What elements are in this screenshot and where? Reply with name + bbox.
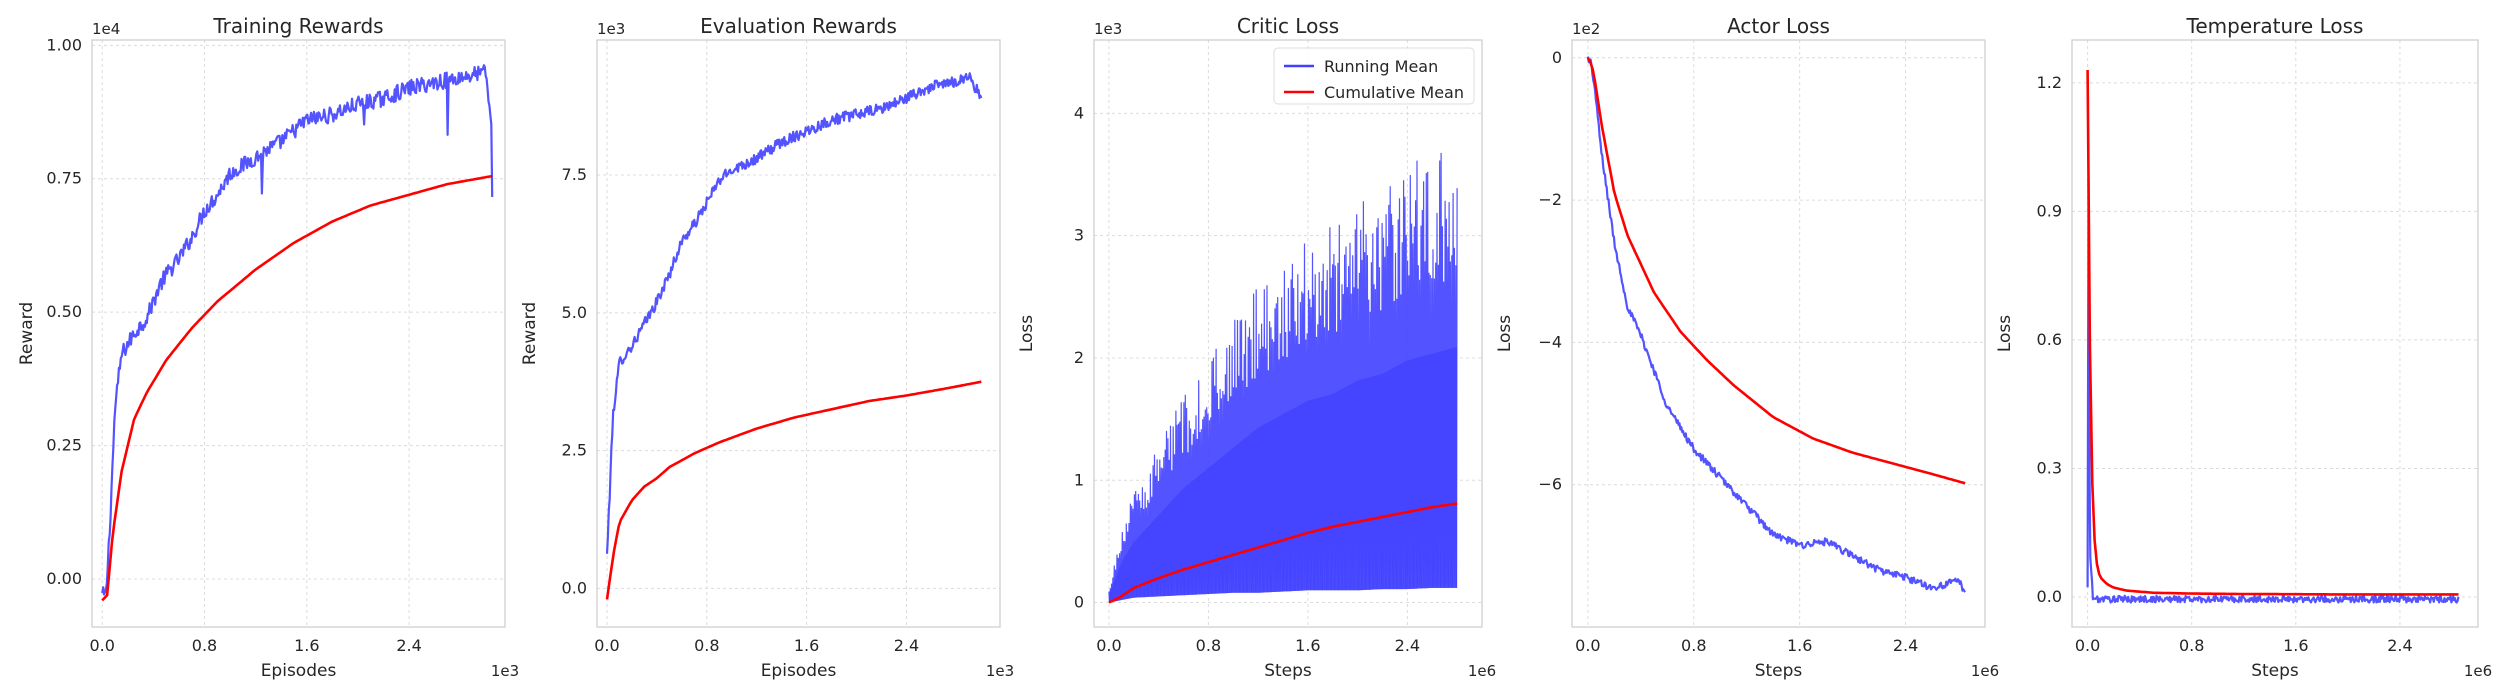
y-tick-label: 0.0 — [2037, 587, 2062, 606]
plot-area — [2086, 69, 2460, 604]
chart-panel-1: 0.0 0.8 1.6 2.4 0.00 0.25 0.50 0.75 1.00 1e3 1e4 Tr… — [17, 14, 519, 681]
y-tick-label: 0 — [1552, 48, 1562, 67]
x-offset-label: 1e3 — [986, 662, 1014, 680]
x-tick-label: 2.4 — [1395, 636, 1420, 655]
y-axis-label: Loss — [1995, 315, 2015, 352]
y-axis-label: Loss — [1495, 315, 1515, 352]
x-tick-label: 0.0 — [1096, 636, 1121, 655]
chart-panel-3: 0.0 0.8 1.6 2.4 0 1 2 3 4 1e6 1e3 Critic Loss Steps L… — [1017, 14, 1496, 681]
y-tick-label: 1.2 — [2037, 73, 2062, 92]
y-tick-label: 1.00 — [46, 35, 82, 54]
y-tick-label: 4 — [1074, 103, 1084, 122]
legend-entry: Running Mean — [1324, 57, 1438, 76]
y-tick-label: 5.0 — [562, 303, 587, 322]
series-running-mean — [1586, 56, 1966, 593]
x-tick-label: 1.6 — [794, 636, 819, 655]
x-tick-label: 0.8 — [694, 636, 719, 655]
y-offset-label: 1e3 — [1094, 20, 1122, 38]
y-tick-label: 0.00 — [46, 569, 82, 588]
x-tick-label: 0.8 — [192, 636, 217, 655]
x-tick-label: 0.0 — [2075, 636, 2100, 655]
x-offset-label: 1e3 — [491, 662, 519, 680]
y-tick-label: −4 — [1538, 332, 1562, 351]
series-running-mean — [605, 72, 983, 554]
x-axis-label: Steps — [1264, 661, 1312, 681]
y-offset-label: 1e2 — [1572, 20, 1600, 38]
y-tick-label: 3 — [1074, 226, 1084, 245]
chart-title: Critic Loss — [1237, 14, 1339, 38]
y-tick-label: 2.5 — [562, 441, 587, 460]
x-tick-label: 2.4 — [894, 636, 919, 655]
chart-title: Evaluation Rewards — [700, 14, 897, 38]
x-tick-label: 0.8 — [1196, 636, 1221, 655]
y-tick-label: 0.25 — [46, 436, 82, 455]
legend-entry: Cumulative Mean — [1324, 83, 1464, 102]
x-axis-label: Episodes — [261, 661, 337, 681]
chart-panel-4: 0.0 0.8 1.6 2.4 0 −2 −4 −6 1e6 1e2 Actor Loss Steps… — [1495, 14, 1999, 681]
x-tick-label: 0.8 — [1681, 636, 1706, 655]
x-offset-label: 1e6 — [2464, 662, 2492, 680]
series-cumulative-mean — [2086, 69, 2459, 596]
chart-panel-2: 0.0 0.8 1.6 2.4 0.0 2.5 5.0 7.5 1e3 1e3 Evaluation… — [520, 14, 1014, 681]
y-offset-label: 1e3 — [597, 20, 625, 38]
legend-box — [1273, 47, 1475, 105]
x-axis-label: Episodes — [761, 661, 837, 681]
y-tick-label: 0 — [1074, 593, 1084, 612]
series-running-mean — [2086, 177, 2460, 604]
chart-title: Temperature Loss — [2186, 14, 2364, 38]
series-cumulative-mean — [101, 174, 493, 602]
legend: Running Mean Cumulative Mean — [1273, 47, 1475, 105]
y-tick-label: 0.9 — [2037, 201, 2062, 220]
y-offset-label: 1e4 — [92, 20, 120, 38]
y-axis-label: Loss — [1017, 315, 1037, 352]
axes-frame — [1571, 39, 1986, 628]
y-tick-label: 0.0 — [562, 578, 587, 597]
axes-frame — [596, 39, 1001, 628]
y-tick-label: 1 — [1074, 470, 1084, 489]
y-tick-label: 0.3 — [2037, 458, 2062, 477]
y-tick-label: 0.6 — [2037, 330, 2062, 349]
x-tick-label: 0.0 — [90, 636, 115, 655]
y-tick-label: 7.5 — [562, 165, 587, 184]
x-offset-label: 1e6 — [1468, 662, 1496, 680]
series-cumulative-mean — [1586, 57, 1966, 485]
y-tick-label: 0.50 — [46, 302, 82, 321]
x-axis-label: Steps — [2251, 661, 2299, 681]
y-axis-label: Reward — [520, 302, 540, 365]
chart-title: Training Rewards — [212, 14, 383, 38]
x-offset-label: 1e6 — [1971, 662, 1999, 680]
plot-area — [101, 64, 494, 602]
series-cumulative-mean — [605, 380, 982, 600]
series-running-band — [1108, 347, 1458, 603]
y-tick-label: −2 — [1538, 190, 1562, 209]
series-running-mean — [101, 64, 494, 596]
x-tick-label: 2.4 — [1893, 636, 1918, 655]
y-tick-label: 2 — [1074, 348, 1084, 367]
x-tick-label: 2.4 — [396, 636, 421, 655]
x-axis-label: Steps — [1755, 661, 1803, 681]
x-tick-label: 1.6 — [1787, 636, 1812, 655]
plot-area — [1586, 56, 1966, 593]
y-tick-label: −6 — [1538, 475, 1562, 494]
x-tick-label: 0.8 — [2179, 636, 2204, 655]
chart-title: Actor Loss — [1727, 14, 1830, 38]
y-axis-label: Reward — [17, 302, 37, 365]
x-tick-label: 0.0 — [594, 636, 619, 655]
plot-area — [605, 72, 983, 600]
axes-frame — [91, 39, 506, 628]
x-tick-label: 0.0 — [1575, 636, 1600, 655]
plot-area — [1108, 152, 1458, 604]
x-tick-label: 1.6 — [294, 636, 319, 655]
x-tick-label: 1.6 — [2283, 636, 2308, 655]
chart-panel-5: 0.0 0.8 1.6 2.4 0.0 0.3 0.6 0.9 1.2 1e6 Temperatur… — [1995, 14, 2492, 681]
axes-frame — [1093, 39, 1483, 628]
axes-frame — [2071, 39, 2479, 628]
y-tick-label: 0.75 — [46, 169, 82, 188]
series-cumulative-mean — [1108, 502, 1458, 604]
x-tick-label: 1.6 — [1295, 636, 1320, 655]
x-tick-label: 2.4 — [2387, 636, 2412, 655]
